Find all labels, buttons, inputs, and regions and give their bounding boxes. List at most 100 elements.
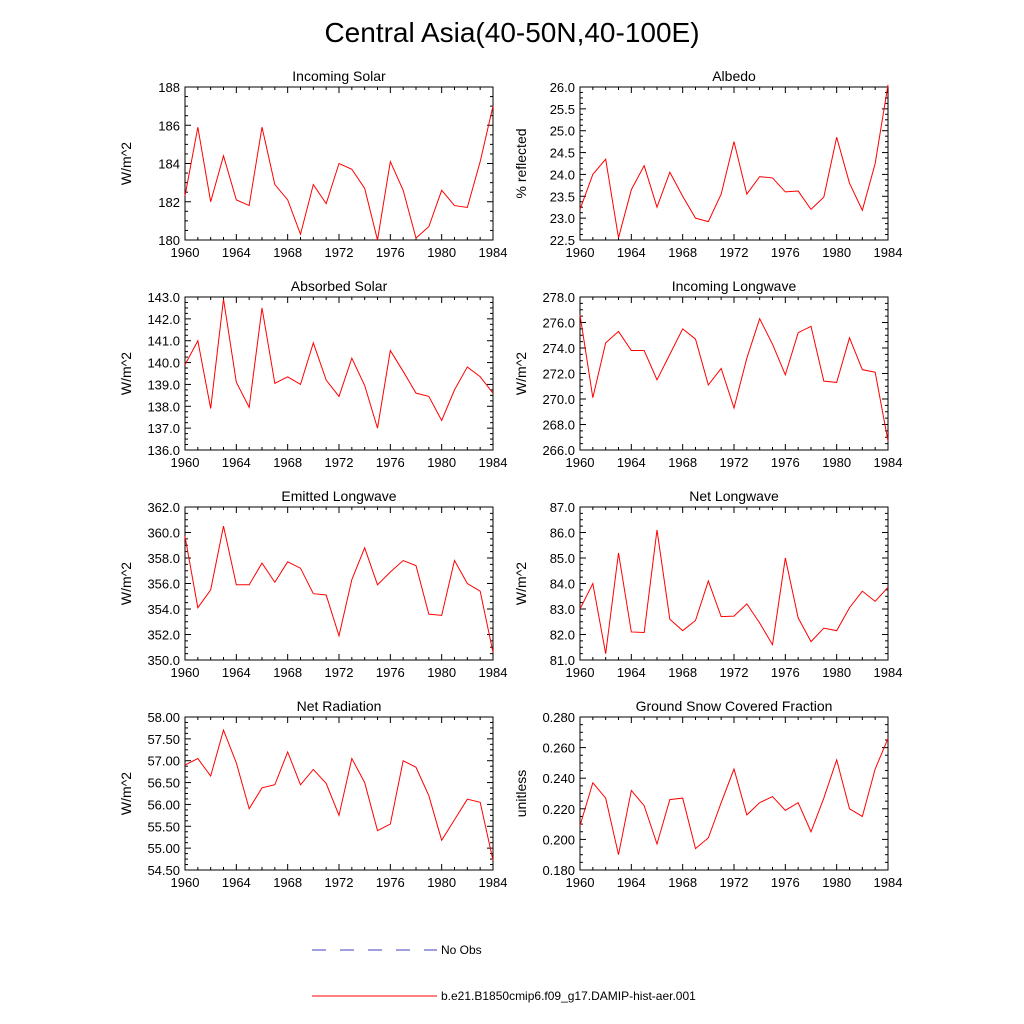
y-axis-label: W/m^2 (513, 562, 529, 605)
y-tick-label: 276.0 (542, 316, 575, 331)
y-tick-label: 184 (158, 157, 180, 172)
x-tick-label: 1972 (720, 245, 749, 260)
y-tick-label: 136.0 (147, 443, 180, 458)
x-tick-label: 1964 (222, 455, 251, 470)
x-tick-label: 1984 (479, 875, 508, 890)
y-tick-label: 278.0 (542, 290, 575, 305)
x-tick-label: 1968 (668, 665, 697, 680)
y-axis-label: W/m^2 (118, 772, 134, 815)
y-tick-label: 24.0 (550, 167, 575, 182)
x-tick-label: 1976 (771, 245, 800, 260)
y-tick-label: 57.00 (147, 754, 180, 769)
y-tick-label: 22.5 (550, 233, 575, 248)
y-tick-label: 137.0 (147, 421, 180, 436)
panel-1: Incoming Solar W/m^2 1960 1964 1968 1972 1976 1… (118, 68, 507, 260)
y-tick-label: 82.0 (550, 628, 575, 643)
x-tick-label: 1968 (668, 455, 697, 470)
x-tick-label: 1972 (325, 875, 354, 890)
panel-title: Net Radiation (297, 698, 382, 714)
y-tick-label: 266.0 (542, 443, 575, 458)
series-line (579, 84, 889, 238)
y-tick-label: 87.0 (550, 500, 575, 515)
series-line (579, 529, 889, 654)
x-tick-label: 1976 (376, 245, 405, 260)
x-tick-label: 1984 (479, 455, 508, 470)
series-line (184, 728, 494, 861)
y-tick-label: 23.0 (550, 211, 575, 226)
figure-title: Central Asia(40-50N,40-100E) (324, 17, 699, 48)
y-tick-label: 26.0 (550, 80, 575, 95)
y-tick-label: 85.0 (550, 551, 575, 566)
y-tick-label: 0.180 (542, 863, 575, 878)
y-tick-label: 270.0 (542, 392, 575, 407)
x-tick-label: 1980 (427, 665, 456, 680)
x-tick-label: 1972 (720, 875, 749, 890)
y-axis-label: unitless (513, 770, 529, 817)
plot-frame (184, 296, 494, 451)
y-tick-label: 81.0 (550, 653, 575, 668)
y-tick-label: 356.0 (147, 577, 180, 592)
x-tick-label: 1984 (479, 245, 508, 260)
y-tick-label: 25.0 (550, 124, 575, 139)
x-tick-label: 1960 (566, 455, 595, 470)
y-tick-label: 362.0 (147, 500, 180, 515)
y-tick-label: 180 (158, 233, 180, 248)
y-tick-label: 139.0 (147, 377, 180, 392)
y-tick-label: 186 (158, 118, 180, 133)
y-tick-label: 0.240 (542, 771, 575, 786)
x-tick-label: 1968 (273, 455, 302, 470)
series-line (184, 526, 494, 653)
y-tick-label: 268.0 (542, 418, 575, 433)
y-tick-label: 352.0 (147, 628, 180, 643)
y-tick-label: 84.0 (550, 577, 575, 592)
x-tick-label: 1960 (171, 665, 200, 680)
plot-frame (579, 296, 889, 451)
y-tick-label: 24.5 (550, 146, 575, 161)
panel-8: Ground Snow Covered Fraction unitless 1960… (513, 698, 902, 890)
panel-title: Albedo (712, 68, 756, 84)
legend: No Obs b.e21.B1850cmip6.f09_g17.DAMIP-hi… (312, 943, 696, 1003)
x-tick-label: 1972 (720, 665, 749, 680)
x-tick-label: 1968 (668, 245, 697, 260)
x-tick-label: 1980 (822, 455, 851, 470)
y-axis-label: % reflected (513, 128, 529, 198)
x-tick-label: 1984 (874, 665, 903, 680)
plot-frame (579, 716, 889, 871)
x-tick-label: 1972 (720, 455, 749, 470)
x-tick-label: 1984 (874, 875, 903, 890)
x-tick-label: 1960 (171, 455, 200, 470)
x-tick-label: 1972 (325, 245, 354, 260)
y-tick-label: 360.0 (147, 526, 180, 541)
y-tick-label: 0.280 (542, 710, 575, 725)
plot-frame (579, 506, 889, 661)
y-tick-label: 274.0 (542, 341, 575, 356)
x-tick-label: 1976 (771, 665, 800, 680)
y-tick-label: 0.220 (542, 802, 575, 817)
panel-title: Absorbed Solar (291, 278, 388, 294)
panel-title: Incoming Solar (292, 68, 386, 84)
y-tick-label: 354.0 (147, 602, 180, 617)
y-tick-label: 358.0 (147, 551, 180, 566)
x-tick-label: 1960 (566, 875, 595, 890)
panel-2: Albedo % reflected 1960 1964 1968 1972 1976 198… (513, 68, 902, 260)
x-tick-label: 1960 (171, 875, 200, 890)
panel-7: Net Radiation W/m^2 1960 1964 1968 1972 1976 19… (118, 698, 507, 890)
x-tick-label: 1964 (222, 665, 251, 680)
y-tick-label: 138.0 (147, 399, 180, 414)
x-tick-label: 1964 (222, 245, 251, 260)
y-tick-label: 188 (158, 80, 180, 95)
x-tick-label: 1972 (325, 455, 354, 470)
y-tick-label: 55.50 (147, 819, 180, 834)
plot-frame (184, 716, 494, 871)
series-line (184, 106, 494, 241)
y-axis-label: W/m^2 (118, 352, 134, 395)
x-tick-label: 1976 (376, 455, 405, 470)
x-tick-label: 1984 (874, 455, 903, 470)
panel-6: Net Longwave W/m^2 1960 1964 1968 1972 1976 198… (513, 488, 902, 680)
x-tick-label: 1960 (171, 245, 200, 260)
x-tick-label: 1968 (273, 665, 302, 680)
legend-obs-label: No Obs (441, 943, 482, 957)
y-tick-label: 140.0 (147, 356, 180, 371)
y-tick-label: 56.00 (147, 797, 180, 812)
